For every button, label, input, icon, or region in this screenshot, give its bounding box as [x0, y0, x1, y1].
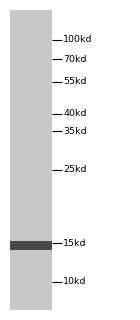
Text: 40kd: 40kd: [63, 109, 87, 118]
Text: 25kd: 25kd: [63, 165, 87, 174]
Text: 35kd: 35kd: [63, 127, 87, 136]
Text: 55kd: 55kd: [63, 77, 87, 86]
Bar: [10, 241, 52, 250]
Text: 100kd: 100kd: [63, 36, 93, 44]
Bar: [10, 10, 52, 310]
Text: 70kd: 70kd: [63, 55, 87, 64]
Text: 10kd: 10kd: [63, 277, 87, 286]
Text: 15kd: 15kd: [63, 239, 87, 248]
